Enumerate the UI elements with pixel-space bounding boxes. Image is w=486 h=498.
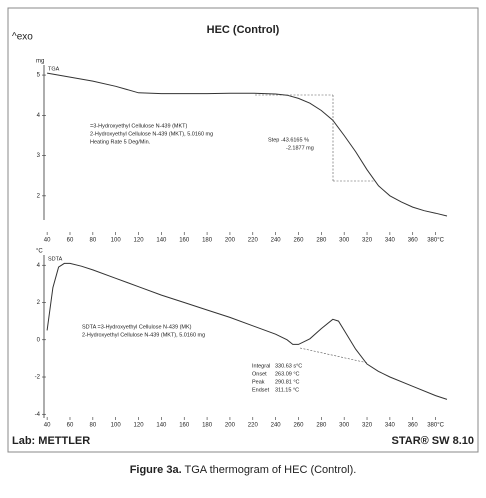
x-tick-label: 260	[293, 423, 304, 429]
y-axis-label: °C	[36, 249, 43, 255]
x-tick-label: 40	[44, 423, 51, 429]
x-tick-label: 80	[89, 238, 96, 244]
exo-label: ^exo	[12, 32, 33, 43]
step-construction	[255, 94, 375, 364]
y-tick-label: -4	[35, 412, 41, 418]
x-tick-label: 220	[248, 423, 259, 429]
y-tick-label: 3	[37, 153, 41, 159]
caption: Figure 3a. TGA thermogram of HEC (Contro…	[130, 464, 357, 476]
y-tick-label: 2	[37, 300, 41, 306]
y-tick-label: -2	[35, 375, 41, 381]
x-tick-label: 140	[156, 423, 167, 429]
x-tick-label: 360	[408, 238, 419, 244]
x-tick-label: 340	[385, 423, 396, 429]
x-tick-label: 180	[202, 238, 213, 244]
x-tick-label: 200	[225, 238, 236, 244]
x-tick-label: 360	[408, 423, 419, 429]
annotation: 311.15 °C	[275, 387, 299, 393]
annotation: Endset	[252, 387, 270, 393]
x-tick-label: 280	[316, 423, 327, 429]
annotation: 263.09 °C	[275, 371, 300, 377]
x-tick-label: 320	[362, 238, 373, 244]
x-tick-label: 160	[179, 238, 190, 244]
annotation: Step -43.6165 %	[268, 137, 309, 143]
caption-text: TGA thermogram of HEC (Control).	[185, 464, 357, 476]
frame	[7, 7, 479, 453]
title: HEC (Control)	[207, 24, 280, 36]
lab-label: Lab: METTLER	[12, 435, 90, 447]
x-tick-label: 80	[89, 423, 96, 429]
x-tick-label: 300	[339, 238, 350, 244]
annotation: Heating Rate 5 Deg/Min.	[90, 139, 151, 145]
x-tick-label: 40	[44, 238, 51, 244]
x-tick-label: 120	[134, 423, 145, 429]
annotation: Peak	[252, 379, 265, 385]
x-tick-label: 380°C	[427, 423, 444, 429]
x-tick-label: 380°C	[427, 238, 444, 244]
annotation: Integral	[252, 363, 270, 369]
y-tick-label: 4	[37, 263, 41, 269]
annotation: -2.1877 mg	[286, 145, 314, 151]
series-line	[46, 262, 448, 400]
caption-label: Figure 3a.	[130, 464, 182, 476]
annotation: 330.63 s°C	[275, 363, 302, 369]
series-name: SDTA	[48, 256, 63, 262]
x-tick-label: 320	[362, 423, 373, 429]
x-tick-label: 100	[111, 423, 122, 429]
x-tick-label: 200	[225, 423, 236, 429]
software-label: STAR® SW 8.10	[392, 435, 474, 447]
annotation: SDTA =3-Hydroxyethyl Cellulose N-439 (MK…	[82, 324, 192, 330]
y-tick-label: 4	[37, 113, 41, 119]
y-axis-label: mg	[36, 59, 44, 65]
y-tick-label: 2	[37, 193, 41, 199]
annotation: 2-Hydroxyethyl Cellulose N-439 (MKT), 5.…	[90, 131, 213, 137]
x-tick-label: 140	[156, 238, 167, 244]
y-tick-label: 5	[37, 73, 41, 79]
x-tick-label: 280	[316, 238, 327, 244]
annotation: 290.81 °C	[275, 379, 300, 385]
x-tick-label: 240	[271, 423, 282, 429]
series-name: TGA	[48, 66, 60, 72]
x-tick-label: 120	[134, 238, 145, 244]
x-tick-label: 240	[271, 238, 282, 244]
annotation: 2-Hydroxyethyl Cellulose N-439 (MKT), 5.…	[82, 332, 205, 338]
x-tick-label: 60	[67, 238, 74, 244]
y-tick-label: 0	[37, 337, 41, 343]
annotation: Onset	[252, 371, 267, 377]
annotation: =3-Hydroxyethyl Cellulose N-439 (MKT)	[90, 123, 188, 129]
x-tick-label: 180	[202, 423, 213, 429]
x-tick-label: 260	[293, 238, 304, 244]
series-line	[47, 72, 448, 217]
x-tick-label: 100	[111, 238, 122, 244]
x-tick-label: 220	[248, 238, 259, 244]
x-tick-label: 160	[179, 423, 190, 429]
x-tick-label: 340	[385, 238, 396, 244]
x-tick-label: 300	[339, 423, 350, 429]
x-tick-label: 60	[67, 423, 74, 429]
